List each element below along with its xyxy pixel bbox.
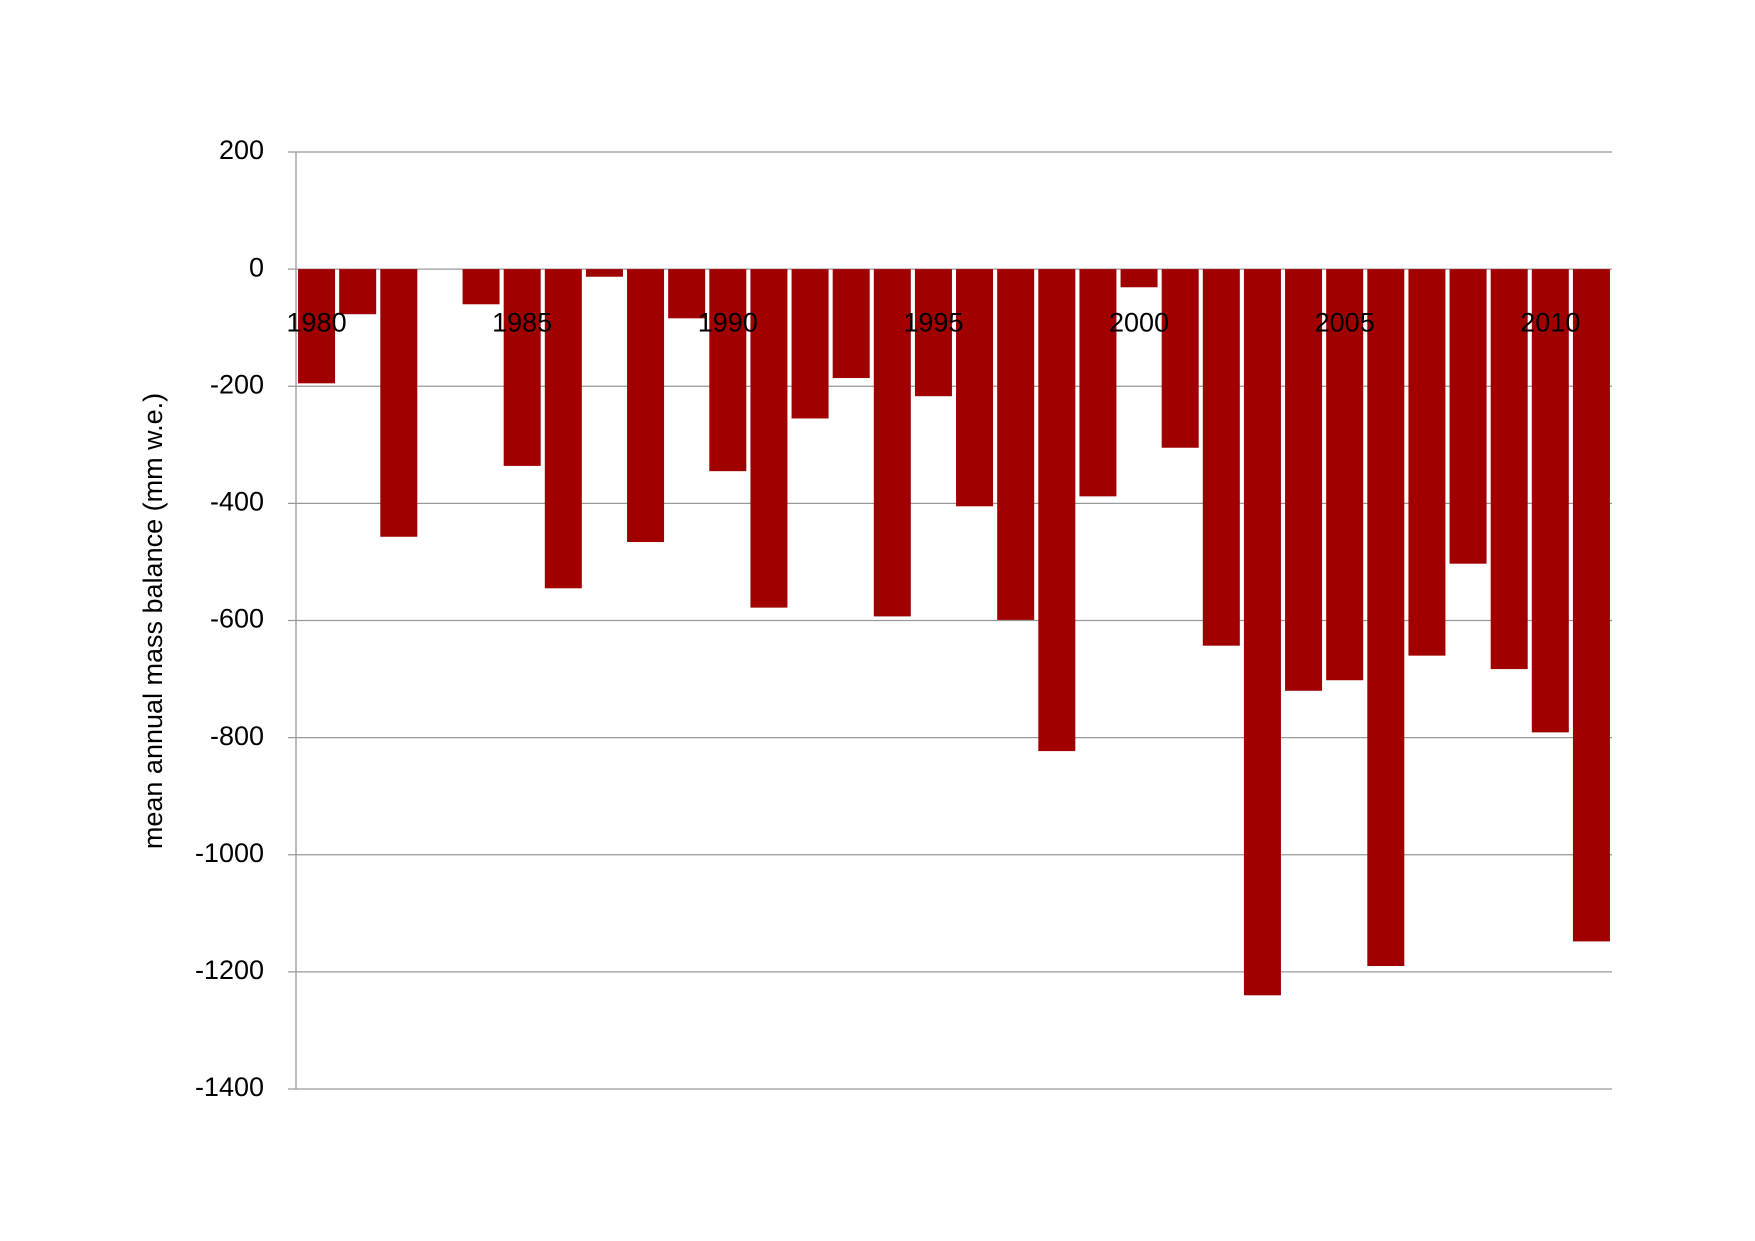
- x-tick-label: 2010: [1520, 307, 1580, 337]
- bar: [956, 269, 994, 507]
- x-tick-label: 2000: [1109, 307, 1169, 337]
- bar: [1367, 269, 1405, 967]
- bar: [627, 269, 665, 543]
- bar: [668, 269, 706, 319]
- bar: [832, 269, 870, 379]
- y-tick-label: -400: [210, 487, 264, 517]
- y-axis-title: mean annual mass balance (mm w.e.): [138, 393, 168, 849]
- bar: [914, 269, 952, 397]
- bar: [1285, 269, 1323, 691]
- y-tick-label: -600: [210, 604, 264, 634]
- bar: [709, 269, 747, 472]
- y-tick-label: -1400: [195, 1072, 264, 1102]
- y-tick-label: -1200: [195, 955, 264, 985]
- y-tick-label: 200: [219, 135, 264, 165]
- y-tick-label: -800: [210, 721, 264, 751]
- bar: [1120, 269, 1158, 288]
- x-tick-label: 1985: [492, 307, 552, 337]
- bar: [298, 269, 336, 384]
- y-tick-label: -200: [210, 369, 264, 399]
- bar: [1531, 269, 1569, 733]
- bar: [1161, 269, 1199, 448]
- x-tick-label: 1980: [287, 307, 347, 337]
- bar: [339, 269, 377, 315]
- y-tick-label: 0: [249, 252, 264, 282]
- x-tick-label: 1990: [698, 307, 758, 337]
- bar: [1038, 269, 1076, 752]
- bar: [1243, 269, 1281, 996]
- y-tick-label: -1000: [195, 838, 264, 868]
- x-tick-label: 2005: [1315, 307, 1375, 337]
- bar: [380, 269, 418, 537]
- bar: [873, 269, 911, 617]
- bar: [503, 269, 541, 466]
- bar: [750, 269, 788, 608]
- bar: [1079, 269, 1117, 497]
- bar: [462, 269, 500, 305]
- bar: [1408, 269, 1446, 656]
- bar: [791, 269, 829, 419]
- bar: [1449, 269, 1487, 564]
- bar: [1490, 269, 1528, 670]
- bar: [997, 269, 1035, 620]
- bar: [585, 269, 623, 277]
- bar: [1572, 269, 1610, 942]
- bar: [1202, 269, 1240, 646]
- x-tick-label: 1995: [903, 307, 963, 337]
- bar: [544, 269, 582, 589]
- bar: [1326, 269, 1364, 681]
